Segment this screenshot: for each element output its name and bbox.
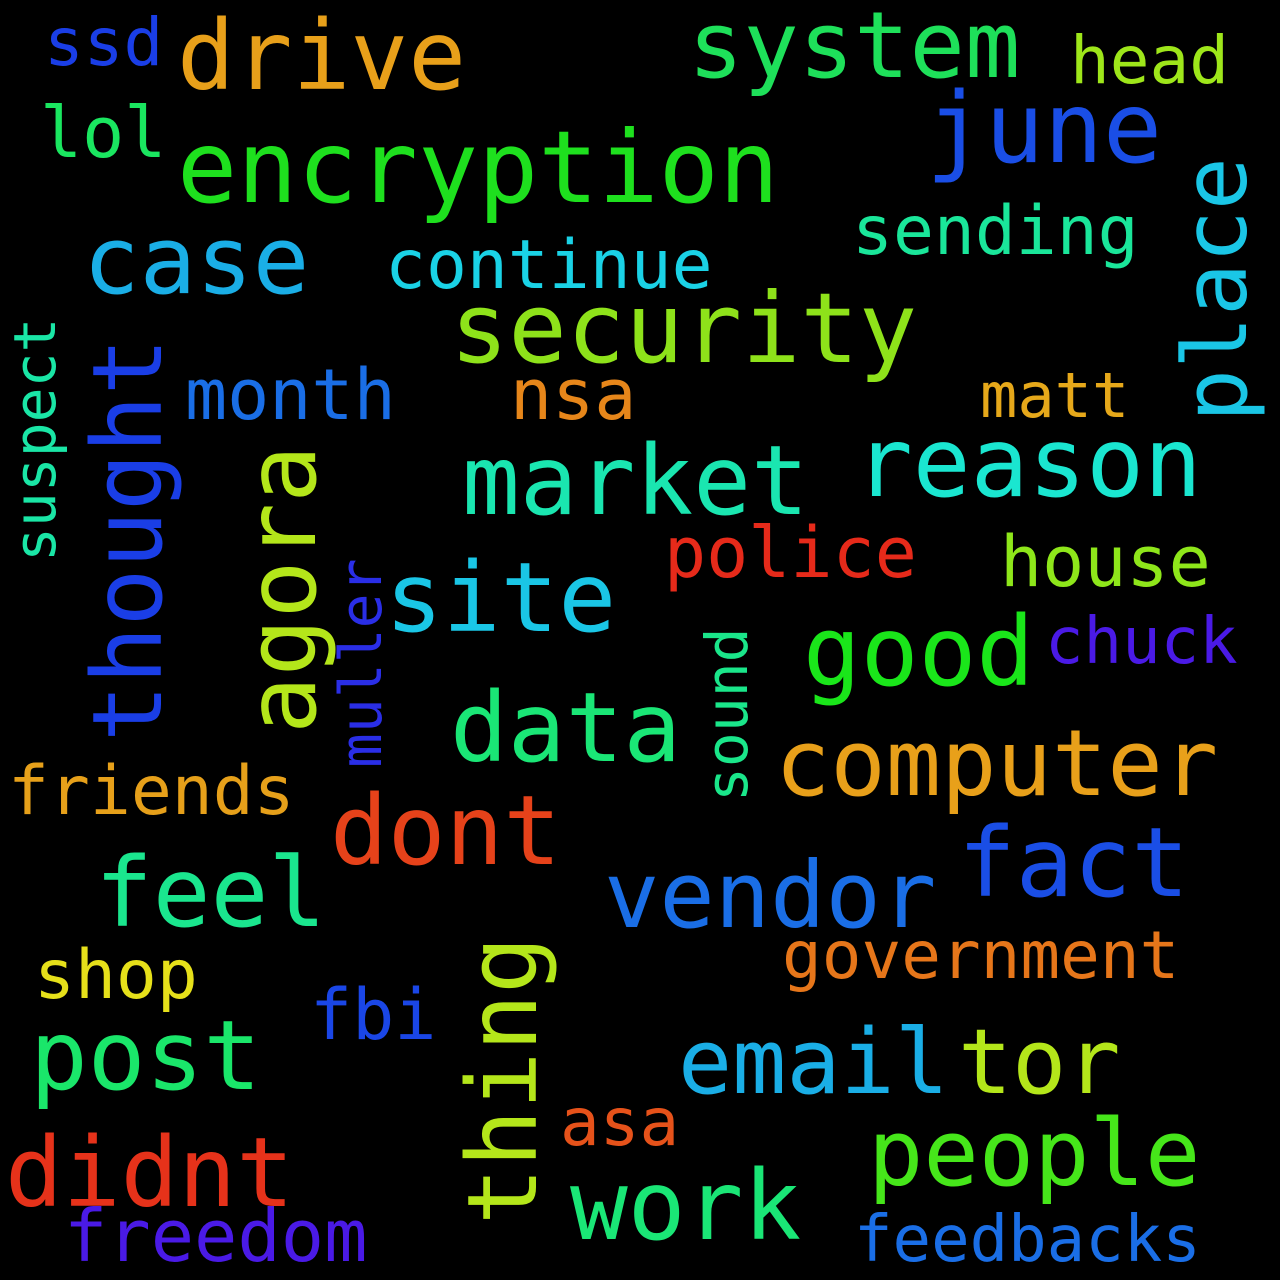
word-market: market <box>462 425 809 537</box>
word-didnt: didnt <box>5 1117 294 1229</box>
word-government: government <box>782 917 1180 994</box>
word-asa: asa <box>560 1084 680 1161</box>
word-dont: dont <box>330 775 562 887</box>
word-good: good <box>803 596 1035 708</box>
word-fbi: fbi <box>310 974 437 1056</box>
word-data: data <box>450 672 682 784</box>
word-nsa: nsa <box>510 354 637 436</box>
word-feedbacks: feedbacks <box>854 1203 1201 1277</box>
word-email: email <box>678 1010 949 1115</box>
word-security: security <box>450 272 918 385</box>
word-place: place <box>1164 157 1267 422</box>
word-people: people <box>868 1100 1201 1207</box>
word-vendor: vendor <box>604 842 937 949</box>
word-sending: sending <box>852 192 1139 271</box>
word-house: house <box>1000 521 1211 603</box>
word-site: site <box>385 542 617 654</box>
word-thought: thought <box>72 337 184 742</box>
word-work: work <box>570 1150 802 1262</box>
word-friends: friends <box>8 752 295 831</box>
word-system: system <box>688 0 1021 99</box>
word-post: post <box>30 1000 262 1112</box>
word-reason: reason <box>855 407 1202 519</box>
word-matt: matt <box>980 359 1130 432</box>
word-case: case <box>83 207 310 316</box>
word-muller: muller <box>327 558 395 768</box>
word-sound: sound <box>693 627 761 802</box>
word-ssd: ssd <box>44 4 164 81</box>
word-drive: drive <box>177 0 466 112</box>
word-fact: fact <box>958 807 1190 919</box>
word-chuck: chuck <box>1045 605 1238 679</box>
word-freedom: freedom <box>64 1194 368 1278</box>
word-month: month <box>185 354 396 436</box>
word-encryption: encryption <box>177 109 780 226</box>
word-thing: thing <box>447 936 559 1225</box>
word-agora: agora <box>226 445 338 734</box>
word-suspect: suspect <box>1 317 69 562</box>
word-feel: feel <box>95 837 327 949</box>
word-tor: tor <box>958 1010 1121 1115</box>
word-lol: lol <box>40 92 167 174</box>
word-june: june <box>926 72 1163 186</box>
word-continue: continue <box>385 226 713 305</box>
word-computer: computer <box>775 710 1219 817</box>
word-head: head <box>1070 22 1229 99</box>
word-shop: shop <box>34 936 198 1015</box>
word-police: police <box>664 512 917 594</box>
